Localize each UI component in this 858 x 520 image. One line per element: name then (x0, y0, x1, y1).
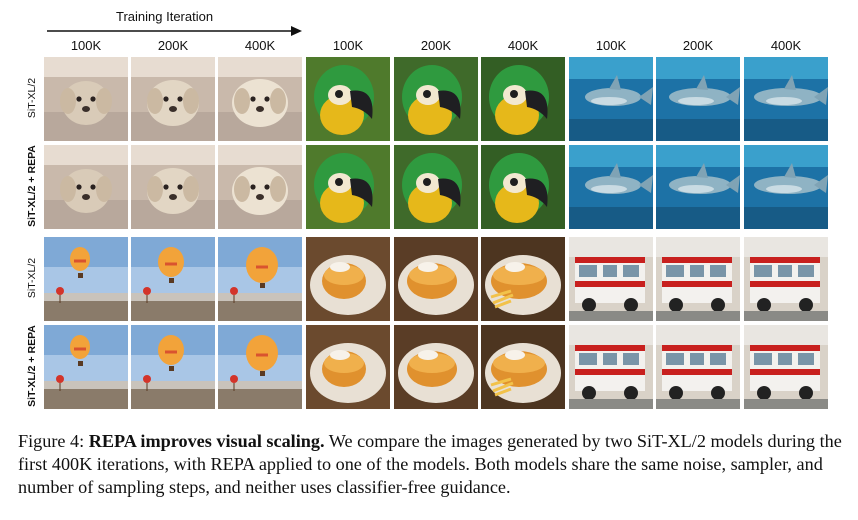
balloon-illustration (44, 325, 128, 409)
column-label: 400K (244, 38, 276, 53)
column-label: 200K (420, 38, 452, 53)
shark-sample-image (656, 145, 740, 229)
parrot-sample-image (306, 145, 390, 229)
balloon-sample-image (44, 325, 128, 409)
column-label: 200K (157, 38, 189, 53)
dog-illustration (131, 145, 215, 229)
dog-sample-image (44, 145, 128, 229)
fire-truck-sample-image (744, 237, 828, 321)
burger-sample-image (394, 325, 478, 409)
figure-caption: Figure 4: REPA improves visual scaling. … (18, 430, 843, 499)
fire-truck-sample-image (656, 325, 740, 409)
balloon-illustration (131, 325, 215, 409)
shark-sample-image (569, 57, 653, 141)
shark-sample-image (744, 145, 828, 229)
parrot-sample-image (306, 57, 390, 141)
dog-sample-image (44, 57, 128, 141)
fire-truck-illustration (744, 237, 828, 321)
parrot-sample-image (394, 57, 478, 141)
caption-label: Figure 4: (18, 431, 85, 451)
fire-truck-illustration (656, 237, 740, 321)
row-label: SiT-XL/2 + REPA (26, 145, 38, 227)
shark-illustration (569, 145, 653, 229)
balloon-sample-image (131, 237, 215, 321)
fire-truck-sample-image (569, 325, 653, 409)
burger-illustration (481, 237, 565, 321)
fire-truck-illustration (656, 325, 740, 409)
dog-sample-image (218, 145, 302, 229)
caption-text: We compare the images generated by two S… (18, 431, 842, 497)
shark-sample-image (569, 145, 653, 229)
dog-illustration (218, 145, 302, 229)
training-iteration-label: Training Iteration (116, 9, 214, 24)
column-label: 200K (682, 38, 714, 53)
fire-truck-illustration (744, 325, 828, 409)
dog-illustration (44, 145, 128, 229)
balloon-sample-image (44, 237, 128, 321)
burger-sample-image (306, 325, 390, 409)
balloon-sample-image (218, 325, 302, 409)
column-label: 100K (70, 38, 102, 53)
parrot-illustration (394, 145, 478, 229)
row-label: SiT-XL/2 (26, 257, 38, 299)
parrot-sample-image (481, 145, 565, 229)
burger-illustration (394, 325, 478, 409)
shark-sample-image (744, 57, 828, 141)
shark-illustration (656, 145, 740, 229)
balloon-illustration (131, 237, 215, 321)
fire-truck-illustration (569, 237, 653, 321)
burger-illustration (394, 237, 478, 321)
balloon-illustration (218, 325, 302, 409)
training-iteration-arrow (47, 26, 302, 36)
dog-sample-image (218, 57, 302, 141)
dog-sample-image (131, 145, 215, 229)
column-label: 100K (595, 38, 627, 53)
dog-sample-image (131, 57, 215, 141)
dog-illustration (218, 57, 302, 141)
burger-illustration (306, 237, 390, 321)
burger-sample-image (394, 237, 478, 321)
shark-illustration (656, 57, 740, 141)
column-label: 100K (332, 38, 364, 53)
parrot-illustration (481, 57, 565, 141)
fire-truck-sample-image (569, 237, 653, 321)
row-label: SiT-XL/2 (26, 77, 38, 119)
parrot-illustration (394, 57, 478, 141)
shark-illustration (569, 57, 653, 141)
balloon-illustration (44, 237, 128, 321)
fire-truck-illustration (569, 325, 653, 409)
parrot-illustration (481, 145, 565, 229)
balloon-illustration (218, 237, 302, 321)
parrot-illustration (306, 57, 390, 141)
shark-sample-image (656, 57, 740, 141)
fire-truck-sample-image (744, 325, 828, 409)
dog-illustration (131, 57, 215, 141)
caption-title: REPA improves visual scaling. (88, 431, 325, 451)
shark-illustration (744, 57, 828, 141)
balloon-sample-image (131, 325, 215, 409)
dog-illustration (44, 57, 128, 141)
parrot-sample-image (481, 57, 565, 141)
burger-illustration (481, 325, 565, 409)
burger-sample-image (481, 325, 565, 409)
burger-sample-image (306, 237, 390, 321)
column-label: 400K (770, 38, 802, 53)
fire-truck-sample-image (656, 237, 740, 321)
burger-sample-image (481, 237, 565, 321)
balloon-sample-image (218, 237, 302, 321)
parrot-sample-image (394, 145, 478, 229)
column-label: 400K (507, 38, 539, 53)
burger-illustration (306, 325, 390, 409)
parrot-illustration (306, 145, 390, 229)
shark-illustration (744, 145, 828, 229)
row-label: SiT-XL/2 + REPA (26, 325, 38, 407)
